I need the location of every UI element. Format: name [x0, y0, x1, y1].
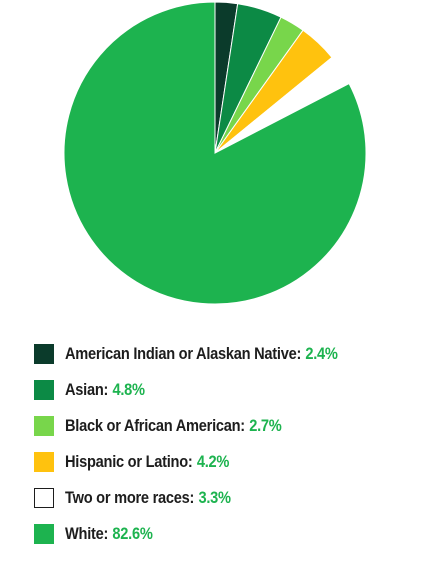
legend-entry-text: Asian: 4.8%	[65, 380, 145, 400]
legend-label: Black or African American	[65, 416, 241, 435]
legend-value: 4.8%	[112, 380, 145, 399]
legend-swatch	[34, 452, 54, 472]
legend-value: 3.3%	[198, 488, 231, 507]
legend-separator: :	[189, 488, 195, 507]
legend-entry-text: Black or African American: 2.7%	[65, 416, 282, 436]
legend-item-hispanic-or-latino: Hispanic or Latino: 4.2%	[34, 444, 424, 480]
legend-label: American Indian or Alaskan Native	[65, 344, 297, 363]
chart-legend: American Indian or Alaskan Native: 2.4% As…	[34, 336, 424, 552]
legend-entry-text: Two or more races: 3.3%	[65, 488, 231, 508]
legend-item-asian: Asian: 4.8%	[34, 372, 424, 408]
legend-label: Asian	[65, 380, 104, 399]
legend-value: 4.2%	[196, 452, 230, 471]
legend-separator: :	[240, 416, 245, 435]
pie-slice-white	[63, 1, 367, 305]
legend-separator: :	[103, 524, 109, 543]
legend-swatch	[34, 416, 54, 436]
legend-item-american-indian-or-alaskan-native: American Indian or Alaskan Native: 2.4%	[34, 336, 424, 372]
legend-separator: :	[103, 380, 109, 399]
pie-chart	[63, 1, 367, 305]
legend-item-black-or-african-american: Black or African American: 2.7%	[34, 408, 424, 444]
legend-entry-text: American Indian or Alaskan Native: 2.4%	[65, 344, 338, 364]
legend-item-white: White: 82.6%	[34, 516, 424, 552]
legend-label: White	[65, 524, 104, 543]
legend-item-two-or-more-races: Two or more races: 3.3%	[34, 480, 424, 516]
legend-separator: :	[187, 452, 193, 471]
legend-value: 2.4%	[305, 344, 338, 363]
legend-swatch	[34, 524, 54, 544]
legend-label: Two or more races	[65, 488, 190, 507]
legend-entry-text: White: 82.6%	[65, 524, 153, 544]
legend-separator: :	[296, 344, 302, 363]
legend-value: 2.7%	[249, 416, 282, 435]
legend-swatch	[34, 380, 54, 400]
legend-entry-text: Hispanic or Latino: 4.2%	[65, 452, 229, 472]
legend-label: Hispanic or Latino	[65, 452, 188, 471]
legend-value: 82.6%	[112, 524, 153, 543]
legend-swatch	[34, 488, 54, 508]
legend-swatch	[34, 344, 54, 364]
